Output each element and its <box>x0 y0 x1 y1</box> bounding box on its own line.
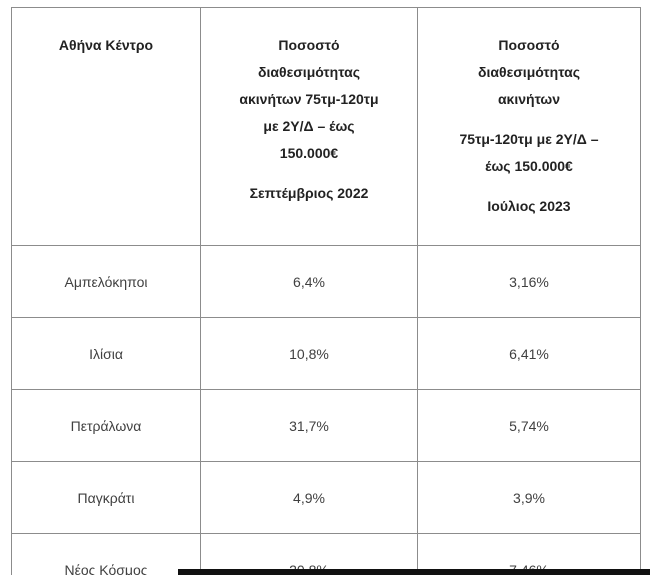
pct-jul2023-cell: 6,41% <box>417 317 641 390</box>
pct-sep2022-cell: 4,9% <box>200 461 418 534</box>
area-cell: Πετράλωνα <box>11 389 201 462</box>
pct-jul2023-cell: 7,46% <box>417 533 641 575</box>
area-cell: Νέος Κόσμος <box>11 533 201 575</box>
area-cell: Παγκράτι <box>11 461 201 534</box>
pct-sep2022-cell: 6,4% <box>200 245 418 318</box>
table-row: Ιλίσια 10,8% 6,41% <box>11 317 641 390</box>
header-jul2023-title: Ποσοστό διαθεσιμότητας ακινήτων <box>478 37 580 107</box>
table-row: Αμπελόκηποι 6,4% 3,16% <box>11 245 641 318</box>
pct-sep2022-cell: 10,8% <box>200 317 418 390</box>
header-area-label: Αθήνα Κέντρο <box>58 37 154 53</box>
bottom-cropped-bar <box>178 569 650 575</box>
header-cell-sep2022: Ποσοστό διαθεσιμότητας ακινήτων 75τμ-120… <box>200 7 418 246</box>
header-cell-area: Αθήνα Κέντρο <box>11 7 201 246</box>
availability-table: Αθήνα Κέντρο Ποσοστό διαθεσιμότητας ακιν… <box>11 7 641 575</box>
table-row: Παγκράτι 4,9% 3,9% <box>11 461 641 534</box>
pct-jul2023-cell: 3,9% <box>417 461 641 534</box>
header-cell-jul2023: Ποσοστό διαθεσιμότητας ακινήτων 75τμ-120… <box>417 7 641 246</box>
pct-sep2022-cell: 31,7% <box>200 389 418 462</box>
pct-jul2023-cell: 3,16% <box>417 245 641 318</box>
pct-sep2022-cell: 20,8% <box>200 533 418 575</box>
header-sep2022-title: Ποσοστό διαθεσιμότητας ακινήτων 75τμ-120… <box>239 37 379 161</box>
area-cell: Ιλίσια <box>11 317 201 390</box>
header-jul2023-criteria: 75τμ-120τμ με 2Υ/Δ – έως 150.000€ <box>459 131 599 174</box>
pct-jul2023-cell: 5,74% <box>417 389 641 462</box>
table-header-row: Αθήνα Κέντρο Ποσοστό διαθεσιμότητας ακιν… <box>11 7 641 246</box>
table-row: Νέος Κόσμος 20,8% 7,46% <box>11 533 641 575</box>
header-sep2022-period: Σεπτέμβριος 2022 <box>249 185 369 201</box>
area-cell: Αμπελόκηποι <box>11 245 201 318</box>
table-row: Πετράλωνα 31,7% 5,74% <box>11 389 641 462</box>
header-jul2023-period: Ιούλιος 2023 <box>487 198 571 214</box>
